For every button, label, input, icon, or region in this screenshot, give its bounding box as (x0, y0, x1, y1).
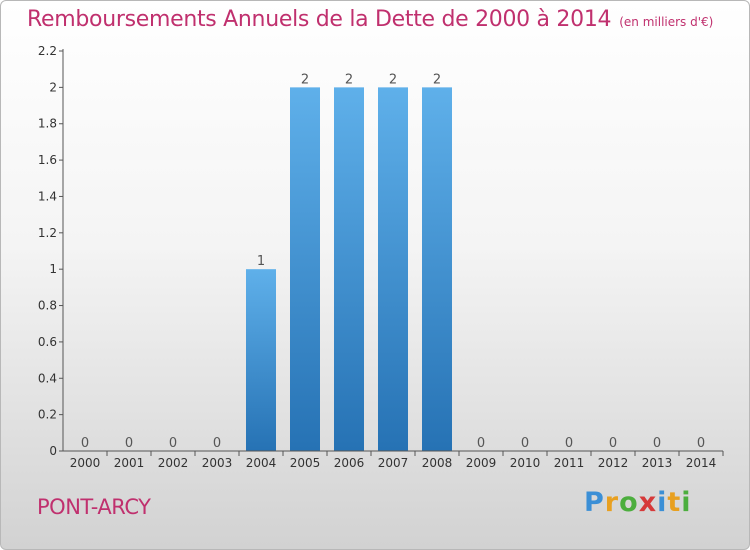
logo-letter: x (638, 487, 658, 518)
y-tick-label: 0.4 (38, 371, 57, 385)
axes-layer (59, 49, 724, 456)
data-label-2006: 2 (345, 72, 353, 87)
x-tick-label: 2008 (422, 456, 453, 470)
bar-2008 (422, 87, 452, 451)
x-tick-label: 2006 (334, 456, 365, 470)
commune-name: PONT-ARCY (37, 495, 151, 519)
bar-2005 (290, 87, 320, 451)
unit-label: (en milliers d'€) (619, 15, 714, 29)
y-tick-label: 0.8 (38, 299, 57, 313)
logo-letter: r (604, 487, 620, 518)
data-label-2007: 2 (389, 72, 397, 87)
x-tick-label: 2009 (466, 456, 497, 470)
x-tick-label: 2012 (598, 456, 629, 470)
x-tick-label: 2013 (642, 456, 673, 470)
data-label-2002: 0 (169, 436, 177, 451)
y-tick-label: 1 (49, 262, 57, 276)
y-tick-label: 0 (49, 444, 57, 458)
logo-letter: i (681, 487, 692, 518)
data-label-2003: 0 (213, 436, 221, 451)
data-label-2008: 2 (433, 72, 441, 87)
y-tick-label: 1.4 (38, 189, 57, 203)
logo-letter: P (584, 487, 605, 518)
y-tick-label: 2 (49, 80, 57, 94)
x-tick-label: 2003 (202, 456, 233, 470)
labels-layer: 00.20.40.60.811.21.41.61.822.22000020010… (38, 44, 716, 470)
data-label-2013: 0 (653, 436, 661, 451)
y-tick-label: 0.2 (38, 408, 57, 422)
y-tick-label: 0.6 (38, 335, 57, 349)
data-label-2000: 0 (81, 436, 89, 451)
bar-2004 (246, 269, 276, 451)
x-tick-label: 2005 (290, 456, 321, 470)
data-label-2014: 0 (697, 436, 705, 451)
x-tick-label: 2011 (554, 456, 585, 470)
x-tick-label: 2010 (510, 456, 541, 470)
x-tick-label: 2014 (686, 456, 717, 470)
data-label-2005: 2 (301, 72, 309, 87)
proxiti-logo: Proxiti (584, 487, 692, 518)
x-tick-label: 2000 (70, 456, 101, 470)
x-tick-label: 2004 (246, 456, 277, 470)
y-tick-label: 1.6 (38, 153, 57, 167)
x-tick-label: 2001 (114, 456, 145, 470)
y-tick-label: 1.8 (38, 117, 57, 131)
data-label-2001: 0 (125, 436, 133, 451)
data-label-2012: 0 (609, 436, 617, 451)
data-label-2011: 0 (565, 436, 573, 451)
y-tick-label: 2.2 (38, 44, 57, 58)
logo-letter: o (619, 487, 639, 518)
bars-layer (246, 87, 452, 451)
bar-2006 (334, 87, 364, 451)
x-tick-label: 2007 (378, 456, 409, 470)
x-tick-label: 2002 (158, 456, 189, 470)
logo-letter: i (657, 487, 668, 518)
data-label-2010: 0 (521, 436, 529, 451)
chart-title: Remboursements Annuels de la Dette de 20… (27, 7, 713, 32)
logo-letter: t (667, 487, 682, 518)
title-text: Remboursements Annuels de la Dette de 20… (27, 7, 612, 32)
bar-2007 (378, 87, 408, 451)
data-label-2004: 1 (257, 254, 265, 269)
y-tick-label: 1.2 (38, 226, 57, 240)
data-label-2009: 0 (477, 436, 485, 451)
